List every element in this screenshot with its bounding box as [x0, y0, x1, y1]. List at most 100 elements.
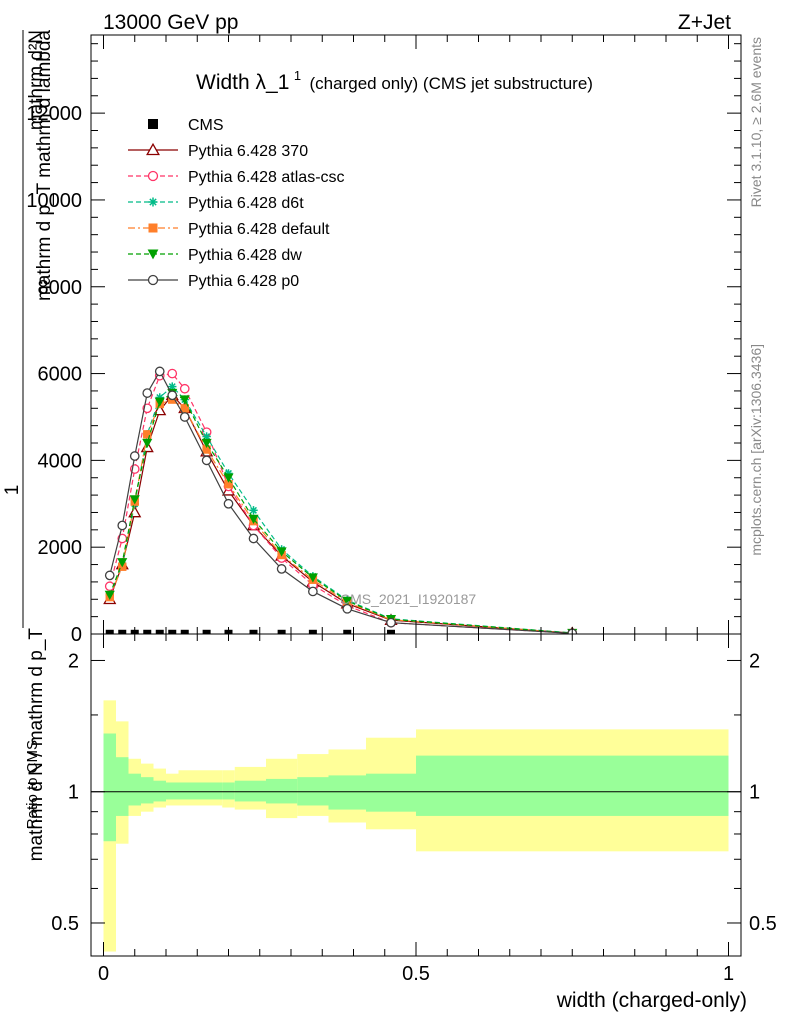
legend-label: CMS: [188, 117, 224, 134]
stat-band-bin: [116, 757, 129, 816]
data-point: [201, 438, 212, 449]
data-point: [104, 590, 115, 600]
data-point: [148, 223, 158, 233]
ratio-plot-frame: [90, 633, 742, 957]
rivet-version-label: Rivet 3.1.10, ≥ 2.6M events: [748, 37, 764, 207]
main-axis-ticks: 0 2000 4000 6000 8000 10000 12000: [26, 35, 741, 646]
legend-label: Pythia 6.428 atlas-csc: [188, 169, 345, 186]
data-point: [223, 473, 234, 483]
stat-band-bin: [178, 782, 191, 800]
legend-label: Pythia 6.428 dw: [188, 247, 302, 264]
stat-band-bin: [153, 780, 166, 802]
y-label-numerator-bottom: mathrm d p_T mathrm d lambda: [34, 30, 55, 301]
data-point: [142, 438, 153, 449]
data-point: [224, 480, 233, 489]
data-point: [276, 564, 287, 574]
y-label-denominator: mathrm d N / mathrm d p_T: [26, 628, 47, 862]
stat-band-bin: [366, 773, 416, 812]
data-point: [342, 596, 353, 607]
data-point: [143, 430, 152, 439]
data-point: [167, 390, 178, 401]
x-tick-label: 1: [723, 963, 734, 985]
data-point: [248, 533, 259, 544]
ratio-panel: 0.5 0.5 1 1 2 2 0 0.5 1: [51, 633, 777, 985]
main-y-tick-label: 10000: [26, 190, 82, 212]
chart-title-main: Width λ_1: [196, 71, 289, 94]
main-y-tick-label: 12000: [26, 103, 82, 125]
series-pythia-6-428-p0: [104, 366, 578, 639]
main-plot-area: [91, 35, 741, 634]
data-point: [167, 368, 178, 379]
main-y-tick-label: 6000: [38, 364, 83, 386]
x-tick-label: 0.5: [402, 963, 430, 985]
data-point: [201, 455, 212, 466]
data-point: [129, 451, 140, 461]
chart-title: Width λ_1 1 (charged only) (CMS jet subs…: [196, 67, 593, 94]
legend-item: CMS: [148, 117, 224, 134]
energy-label: 13000 GeV pp: [103, 11, 238, 34]
data-point: [147, 249, 159, 260]
ratio-y-tick-label: 1: [68, 782, 79, 804]
x-tick-label: 0: [98, 963, 109, 985]
stat-band-bin: [234, 780, 266, 802]
data-point: [148, 119, 158, 129]
main-y-tick-label: 8000: [38, 277, 83, 299]
y-label-numerator-top: mathrm d²N: [26, 30, 47, 130]
data-point: [180, 404, 189, 413]
main-y-tick-label: 2000: [38, 537, 83, 559]
data-point-stroke: [149, 198, 157, 206]
data-point: [307, 573, 318, 583]
ratio-y-tick-label-right: 2: [749, 650, 760, 672]
ratio-y-tick-label: 2: [68, 650, 79, 672]
ratio-y-tick-label-right: 0.5: [749, 913, 777, 935]
stat-band-bin: [222, 782, 235, 800]
data-point: [342, 603, 353, 614]
stat-band-bin: [191, 782, 223, 800]
data-point: [104, 570, 115, 581]
analysis-watermark: CMS_2021_I1920187: [340, 591, 476, 607]
ratio-y-tick-label-right: 1: [749, 782, 760, 804]
main-y-axis-label: mathrm d²N mathrm d p_T mathrm d lambda …: [2, 30, 55, 862]
data-point: [179, 395, 190, 405]
legend-item: Pythia 6.428 atlas-csc: [128, 169, 345, 186]
data-point: [142, 388, 153, 398]
data-point: [248, 514, 259, 525]
data-point: [117, 520, 128, 531]
data-point: [154, 366, 165, 377]
data-point: [117, 558, 128, 568]
legend-label: Pythia 6.428 p0: [188, 273, 299, 290]
ratio-axis-ticks: 0.5 0.5 1 1 2 2 0 0.5 1: [51, 634, 777, 985]
data-point: [148, 197, 158, 207]
stat-band-bin: [416, 755, 729, 816]
chart-title-superscript: 1: [294, 68, 301, 83]
legend: CMS Pythia 6.428 370 Pythia 6.428 atlas-cs…: [128, 117, 345, 290]
data-point: [129, 495, 140, 505]
main-y-tick-label: 0: [71, 624, 82, 646]
data-point: [147, 170, 159, 182]
data-point: [147, 274, 159, 286]
data-point: [154, 397, 165, 407]
data-point: [276, 547, 287, 557]
data-point: [146, 142, 160, 156]
stat-band-bin: [328, 775, 366, 810]
stat-band-bin: [128, 773, 141, 806]
y-label-one: 1: [2, 485, 23, 496]
stat-band-bin: [266, 778, 298, 804]
ratio-y-tick-label: 0.5: [51, 913, 79, 935]
data-point: [308, 586, 318, 597]
data-point: [153, 403, 167, 416]
legend-label: Pythia 6.428 370: [188, 143, 308, 160]
main-panel: 0 2000 4000 6000 8000 10000 12000 Width λ_1 1 …: [26, 34, 742, 646]
legend-item: Pythia 6.428 p0: [128, 273, 299, 290]
stat-band-bin: [166, 782, 179, 800]
data-point: [202, 445, 211, 454]
data-point: [249, 506, 258, 515]
data-point: [179, 412, 190, 422]
data-point: [179, 383, 190, 394]
ratio-bands: [91, 700, 741, 952]
ratio-y-label: Ratio to CMS: [24, 740, 41, 829]
legend-item: Pythia 6.428 370: [128, 142, 308, 160]
legend-label: Pythia 6.428 default: [188, 221, 330, 238]
chart-title-tail: (charged only) (CMS jet substructure): [310, 74, 593, 93]
